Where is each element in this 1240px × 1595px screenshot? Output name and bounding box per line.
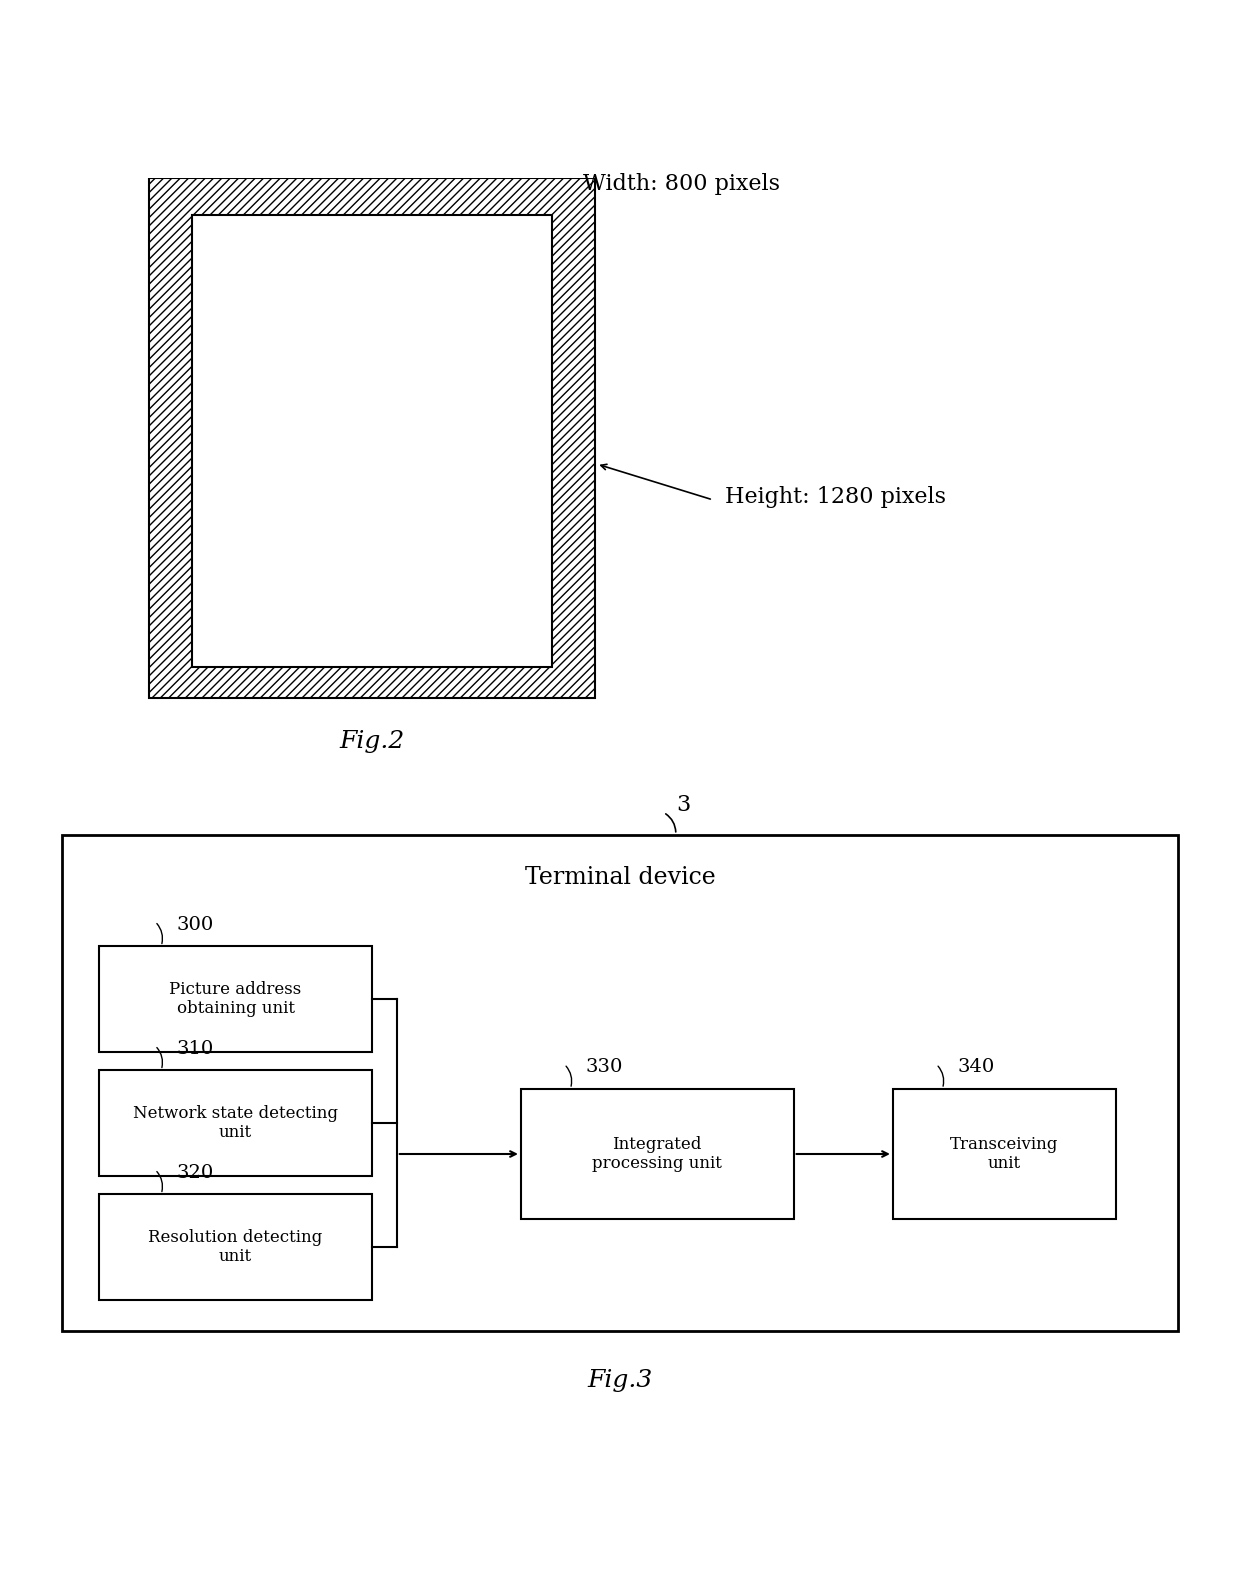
Text: Width: 800 pixels: Width: 800 pixels	[583, 172, 780, 195]
Text: Transceiving
unit: Transceiving unit	[950, 1136, 1059, 1172]
Bar	[192, 215, 552, 667]
Text: Resolution detecting
unit: Resolution detecting unit	[149, 1228, 322, 1265]
Text: Fig.2: Fig.2	[340, 731, 404, 753]
Text: Network state detecting
unit: Network state detecting unit	[133, 1105, 339, 1142]
Bar	[149, 177, 595, 699]
Text: 310: 310	[176, 1040, 213, 1057]
Bar	[99, 1195, 372, 1300]
Bar	[99, 946, 372, 1051]
Text: Fig.3: Fig.3	[588, 1369, 652, 1392]
Text: Picture address
obtaining unit: Picture address obtaining unit	[170, 981, 301, 1018]
Bar	[521, 1089, 794, 1219]
Text: 300: 300	[176, 916, 213, 935]
Text: Integrated
processing unit: Integrated processing unit	[593, 1136, 722, 1172]
Bar	[62, 834, 1178, 1330]
Bar	[99, 1070, 372, 1176]
Text: 3: 3	[676, 794, 689, 817]
Text: 330: 330	[585, 1059, 622, 1077]
Text: 320: 320	[176, 1164, 213, 1182]
Text: Height: 1280 pixels: Height: 1280 pixels	[725, 486, 946, 509]
Text: 340: 340	[957, 1059, 994, 1077]
Bar	[893, 1089, 1116, 1219]
Text: Terminal device: Terminal device	[525, 866, 715, 888]
